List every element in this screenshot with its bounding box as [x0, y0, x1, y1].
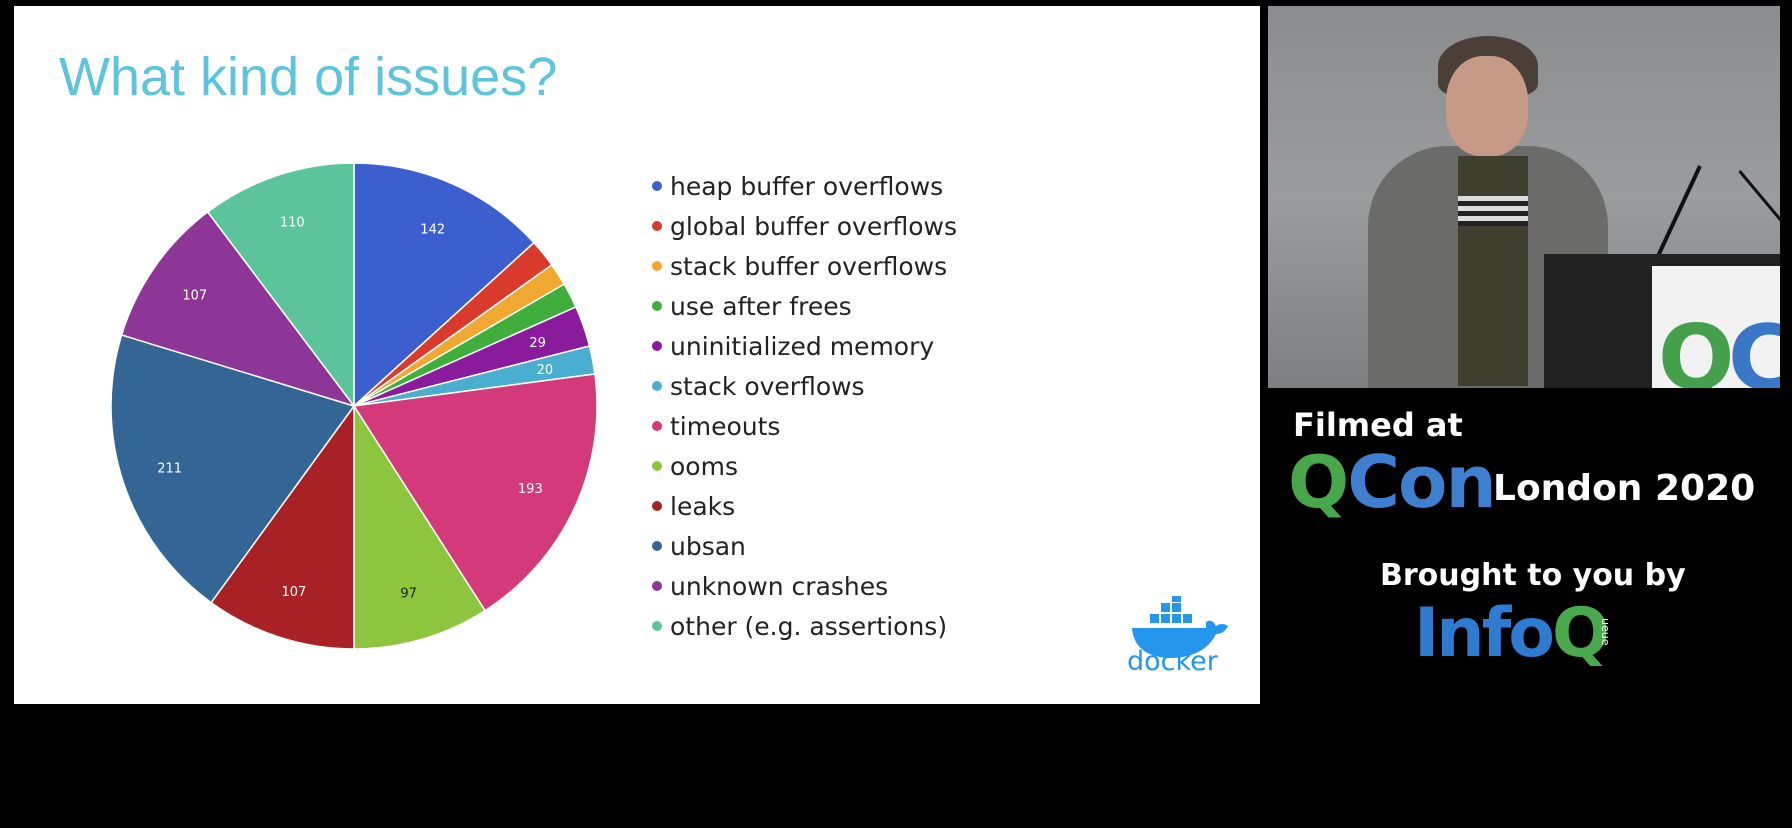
legend-item-5: stack overflows	[652, 366, 957, 406]
pie-slice-10	[120, 210, 356, 408]
pie-data-label-8: 107	[282, 585, 307, 600]
legend-label: global buffer overflows	[670, 211, 957, 241]
legend-swatch	[652, 341, 662, 351]
shirt-stripes	[1458, 196, 1528, 226]
pie-slices	[110, 162, 598, 650]
legend-label: use after frees	[670, 291, 852, 321]
presentation-slide: What kind of issues? 142 29 20 193 97 107 211 1…	[14, 6, 1260, 704]
legend-swatch	[652, 301, 662, 311]
legend-label: other (e.g. assertions)	[670, 611, 948, 641]
pie-data-label-9: 211	[157, 462, 182, 477]
mic-stand	[1655, 165, 1702, 258]
legend-swatch	[652, 501, 662, 511]
pie-data-label-6: 193	[518, 482, 543, 497]
legend-swatch	[652, 261, 662, 271]
pie-slice-11	[206, 162, 355, 409]
legend-item-1: global buffer overflows	[652, 206, 957, 246]
brought-to-you-by-text: Brought to you by	[1380, 558, 1686, 593]
speaker-shirt	[1458, 156, 1528, 386]
legend-item-8: leaks	[652, 486, 957, 526]
legend-label: unknown crashes	[670, 571, 889, 601]
legend-item-9: ubsan	[652, 526, 957, 566]
legend-item-4: uninitialized memory	[652, 326, 957, 366]
infoq-logo-q: Q	[1552, 594, 1610, 673]
infoq-logo: InfoQ	[1414, 594, 1610, 673]
legend-item-0: heap buffer overflows	[652, 166, 957, 206]
legend-label: timeouts	[670, 411, 781, 441]
speaker-head	[1446, 56, 1528, 156]
pie-data-label-5: 20	[537, 363, 554, 378]
pie-data-label-4: 29	[529, 336, 546, 351]
podium-logo-q: Q	[1658, 306, 1735, 388]
legend-swatch	[652, 461, 662, 471]
pie-labels: 142 29 20 193 97 107 211 107 110	[157, 216, 553, 602]
legend-item-11: other (e.g. assertions)	[652, 606, 957, 646]
podium-panel	[1652, 266, 1780, 388]
podium-logo-c: C	[1728, 306, 1780, 388]
mic-arm	[1738, 170, 1780, 241]
legend-item-7: ooms	[652, 446, 957, 486]
legend-label: stack overflows	[670, 371, 865, 401]
pie-data-label-10: 107	[182, 289, 207, 304]
legend-label: leaks	[670, 491, 736, 521]
legend-label: ooms	[670, 451, 738, 481]
pie-data-label-0: 142	[420, 222, 445, 237]
legend-item-6: timeouts	[652, 406, 957, 446]
pie-data-label-11: 110	[280, 216, 305, 231]
pie-slice-9	[110, 334, 356, 604]
filmed-at-text: Filmed at	[1293, 406, 1463, 444]
chart-legend: heap buffer overflows global buffer overf…	[652, 166, 957, 646]
event-location-year: London 2020	[1493, 468, 1756, 509]
pie-slice-6	[352, 373, 598, 612]
pie-slice-7	[353, 403, 487, 650]
infoq-logo-sub: ueue	[1599, 618, 1612, 646]
docker-whale-icon	[1132, 596, 1228, 658]
legend-swatch	[652, 581, 662, 591]
legend-label: ubsan	[670, 531, 746, 561]
qcon-logo-q: Q	[1288, 440, 1349, 524]
qcon-logo-con: Con	[1347, 440, 1497, 524]
pie-slice-0	[353, 162, 536, 408]
pie-slice-8	[210, 403, 355, 650]
legend-swatch	[652, 621, 662, 631]
pie-data-label-7: 97	[400, 587, 417, 602]
legend-label: uninitialized memory	[670, 331, 935, 361]
legend-swatch	[652, 221, 662, 231]
legend-label: stack buffer overflows	[670, 251, 948, 281]
legend-item-2: stack buffer overflows	[652, 246, 957, 286]
legend-label: heap buffer overflows	[670, 171, 944, 201]
legend-swatch	[652, 181, 662, 191]
docker-logo-text: docker	[1127, 646, 1218, 677]
legend-item-3: use after frees	[652, 286, 957, 326]
legend-item-10: unknown crashes	[652, 566, 957, 606]
legend-swatch	[652, 541, 662, 551]
qcon-logo: QCon	[1288, 440, 1497, 524]
legend-swatch	[652, 421, 662, 431]
speaker-video: Q C	[1268, 6, 1780, 388]
legend-swatch	[652, 381, 662, 391]
pie-chart: 142 29 20 193 97 107 211 107 110	[110, 162, 598, 650]
infoq-logo-info: Info	[1414, 594, 1555, 673]
slide-title: What kind of issues?	[59, 47, 558, 107]
